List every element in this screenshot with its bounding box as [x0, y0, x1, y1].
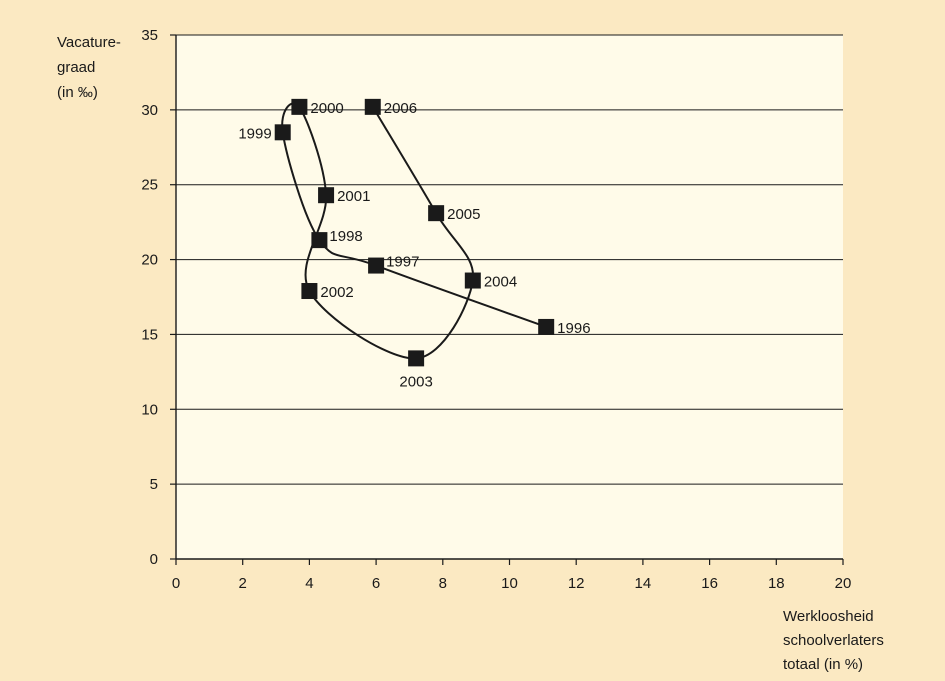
marker-2000 — [291, 98, 308, 115]
series-curve — [281, 102, 547, 360]
marker-2006 — [364, 98, 381, 115]
x-axis-title-line-3: totaal (in %) — [783, 656, 863, 673]
marker-2004 — [464, 272, 481, 289]
y-tick-label-35: 35 — [141, 27, 158, 44]
point-label-2005: 2005 — [447, 206, 480, 223]
marker-1997 — [368, 257, 385, 274]
x-tick-label-4: 4 — [305, 575, 313, 592]
point-label-2002: 2002 — [320, 284, 353, 301]
x-axis-title-line-2: schoolverlaters — [783, 632, 884, 649]
point-label-2003: 2003 — [399, 373, 432, 390]
y-axis-title-line-2: graad — [57, 59, 95, 76]
plot-area — [176, 35, 843, 559]
y-tick-label-0: 0 — [150, 551, 158, 568]
x-tick-label-16: 16 — [701, 575, 718, 592]
marker-2002 — [301, 283, 318, 300]
point-labels: 1996 1997 1998 1999 2000 2001 2002 2003 2004 2005… — [238, 100, 590, 391]
x-tick-label-0: 0 — [172, 575, 180, 592]
marker-2005 — [428, 205, 445, 222]
x-tick-label-10: 10 — [501, 575, 518, 592]
x-tick-label-20: 20 — [835, 575, 852, 592]
y-axis-title-line-3: (in ‰) — [57, 84, 98, 101]
point-label-2006: 2006 — [384, 100, 417, 117]
y-tick-label-25: 25 — [141, 177, 158, 194]
x-axis-title-line-1: Werkloosheid — [783, 608, 874, 625]
x-tick-label-6: 6 — [372, 575, 380, 592]
x-tick-label-14: 14 — [635, 575, 652, 592]
marker-1996 — [538, 318, 555, 335]
marker-2001 — [318, 187, 335, 204]
x-tick-label-2: 2 — [239, 575, 247, 592]
point-label-1998: 1998 — [329, 228, 362, 245]
x-tick-labels: 0 2 4 6 8 10 12 14 16 18 20 — [172, 559, 852, 592]
connecting-curve — [281, 102, 547, 360]
y-tick-label-20: 20 — [141, 252, 158, 269]
gridlines — [170, 34, 843, 560]
marker-1999 — [274, 124, 291, 141]
point-label-2004: 2004 — [484, 274, 517, 291]
y-tick-labels: 0 5 10 15 20 25 30 35 — [141, 27, 158, 568]
y-tick-label-5: 5 — [150, 476, 158, 493]
marker-2003 — [408, 350, 425, 367]
x-tick-label-8: 8 — [439, 575, 447, 592]
point-label-1999: 1999 — [238, 125, 271, 142]
x-tick-label-12: 12 — [568, 575, 585, 592]
y-tick-label-10: 10 — [141, 401, 158, 418]
y-tick-label-30: 30 — [141, 102, 158, 119]
y-tick-label-15: 15 — [141, 326, 158, 343]
x-tick-label-18: 18 — [768, 575, 785, 592]
point-label-1996: 1996 — [557, 320, 590, 337]
y-axis-title-line-1: Vacature- — [57, 34, 121, 51]
marker-1998 — [311, 232, 328, 249]
point-label-2001: 2001 — [337, 188, 370, 205]
point-label-2000: 2000 — [310, 100, 343, 117]
point-label-1997: 1997 — [386, 254, 419, 271]
data-markers — [274, 98, 555, 367]
